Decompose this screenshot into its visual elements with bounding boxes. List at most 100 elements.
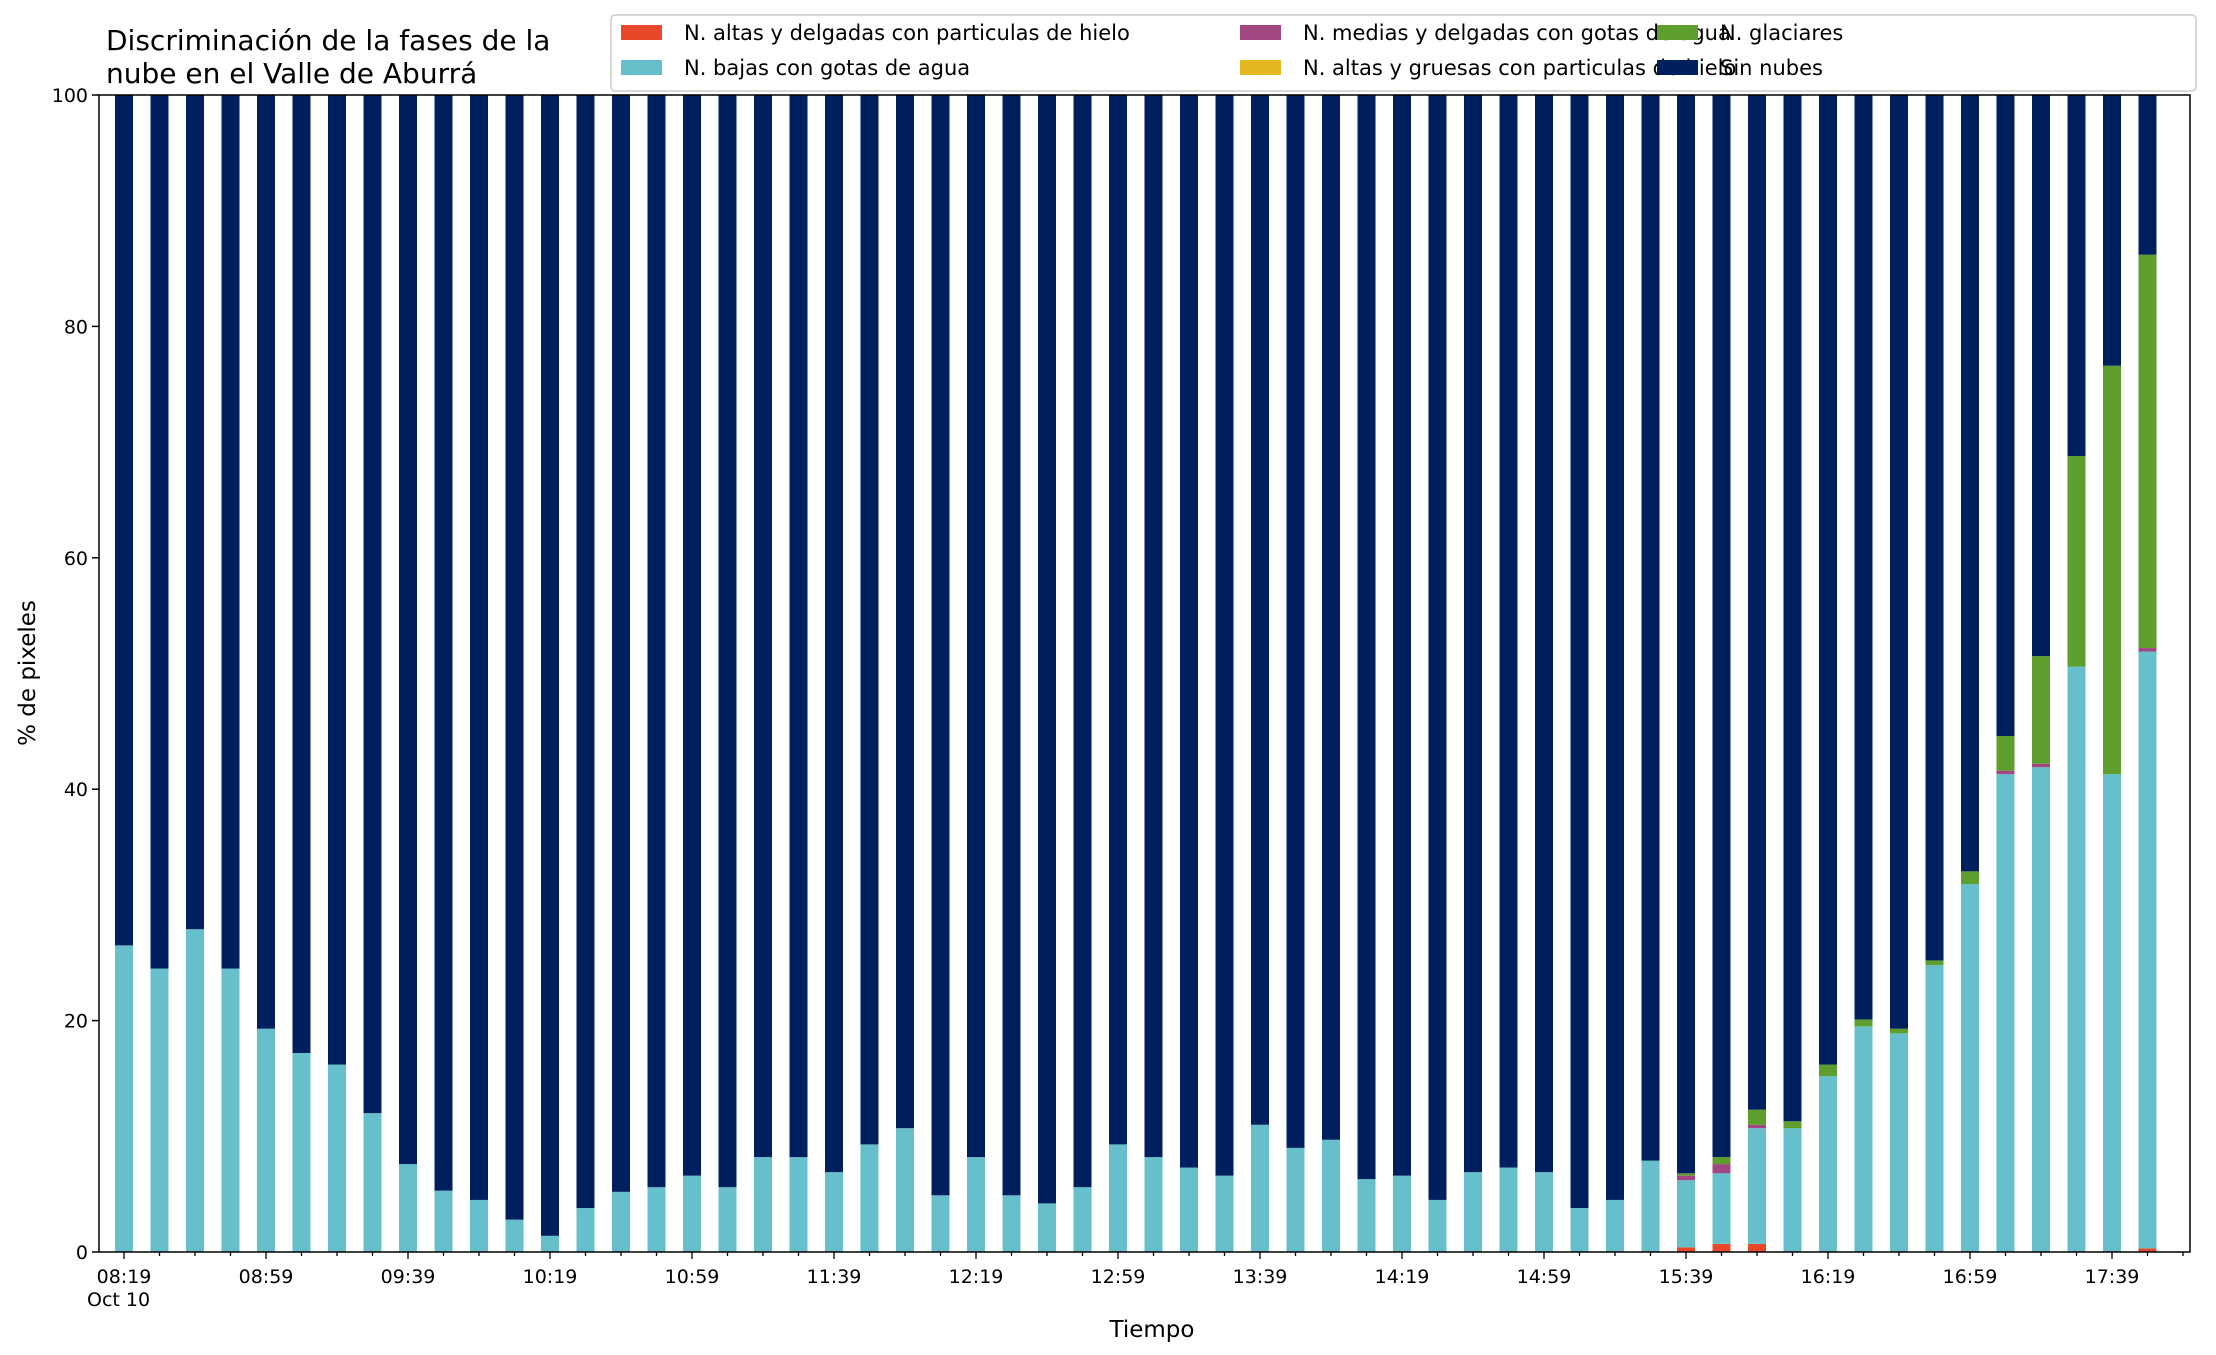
- bar-segment-11-s5: [505, 95, 524, 1220]
- bars-group: [115, 95, 2157, 1252]
- bar-segment-5-s5: [292, 95, 311, 1053]
- bar-segment-14-s1: [612, 1191, 630, 1252]
- bar-segment-11-s1: [505, 1219, 524, 1252]
- bar-segment-41-s1: [1570, 1208, 1589, 1252]
- bar-segment-42-s5: [1606, 95, 1624, 1200]
- x-date-label: Oct 10: [87, 1289, 150, 1311]
- bar-segment-3-s1: [221, 968, 240, 1252]
- bar-segment-0-s1: [115, 945, 133, 1252]
- x-tick-label-3: 10:19: [523, 1266, 578, 1288]
- bar-segment-40-s5: [1535, 95, 1553, 1173]
- bar-segment-19-s5: [789, 95, 808, 1158]
- bar-segment-44-s4: [1677, 1173, 1695, 1176]
- bar-segment-25-s5: [1002, 95, 1021, 1196]
- bar-segment-26-s1: [1038, 1203, 1056, 1252]
- bar-segment-34-s5: [1322, 95, 1340, 1140]
- bar-segment-18-s1: [754, 1157, 772, 1252]
- bar-segment-8-s5: [399, 95, 417, 1165]
- legend-box: [610, 14, 2197, 92]
- bar-segment-54-s4: [2032, 656, 2050, 764]
- bar-segment-49-s1: [1854, 1026, 1873, 1252]
- x-tick-label-7: 12:59: [1091, 1266, 1146, 1288]
- bar-segment-40-s1: [1535, 1172, 1553, 1252]
- bar-segment-39-s1: [1499, 1167, 1518, 1252]
- y-tick-label-5: 100: [52, 85, 88, 107]
- bar-segment-47-s5: [1783, 95, 1802, 1122]
- bar-segment-46-s4: [1748, 1109, 1766, 1125]
- bar-segment-57-s2: [2138, 648, 2157, 652]
- bar-segment-4-s5: [257, 95, 275, 1029]
- x-tick-label-11: 15:39: [1659, 1266, 1714, 1288]
- bar-segment-10-s5: [470, 95, 488, 1200]
- bar-segment-43-s1: [1641, 1160, 1660, 1252]
- legend: N. altas y delgadas con particulas de hi…: [610, 14, 2197, 92]
- bar-segment-55-s5: [2067, 95, 2086, 456]
- bar-segment-19-s1: [789, 1157, 808, 1252]
- bar-segment-41-s5: [1570, 95, 1589, 1209]
- bar-segment-50-s1: [1890, 1033, 1908, 1252]
- plot-frame: [98, 94, 2191, 1253]
- bar-segment-13-s5: [576, 95, 595, 1209]
- bar-segment-35-s1: [1357, 1179, 1376, 1252]
- bar-segment-39-s5: [1499, 95, 1518, 1168]
- x-axis-label: Tiempo: [1109, 1317, 1195, 1343]
- bar-segment-29-s1: [1144, 1157, 1163, 1252]
- bar-segment-52-s1: [1961, 884, 1979, 1252]
- bar-segment-48-s5: [1819, 95, 1837, 1065]
- bar-segment-27-s1: [1073, 1187, 1092, 1252]
- bar-segment-17-s1: [718, 1187, 737, 1252]
- bar-segment-44-s1: [1677, 1180, 1695, 1248]
- legend-swatch-3: [1240, 60, 1281, 75]
- bar-segment-53-s4: [1996, 735, 2015, 771]
- bar-segment-48-s1: [1819, 1076, 1837, 1252]
- bar-segment-50-s4: [1890, 1028, 1908, 1034]
- bar-segment-22-s5: [896, 95, 914, 1129]
- bar-segment-1-s1: [150, 968, 169, 1252]
- bar-segment-9-s1: [434, 1190, 453, 1252]
- bar-segment-51-s1: [1925, 965, 1944, 1252]
- bar-segment-49-s5: [1854, 95, 1873, 1020]
- legend-swatch-5: [1657, 60, 1698, 75]
- bar-segment-55-s4: [2067, 455, 2086, 667]
- bar-segment-2-s5: [186, 95, 204, 930]
- bar-segment-31-s1: [1215, 1175, 1234, 1252]
- bar-segment-35-s5: [1357, 95, 1376, 1180]
- bar-segment-53-s1: [1996, 774, 2015, 1252]
- bar-segment-46-s0: [1748, 1243, 1766, 1252]
- bar-segment-9-s5: [434, 95, 453, 1191]
- bar-segment-46-s1: [1748, 1128, 1766, 1244]
- bar-segment-6-s1: [328, 1064, 346, 1252]
- bar-segment-37-s1: [1428, 1199, 1447, 1252]
- bar-segment-5-s1: [292, 1053, 311, 1252]
- bar-segment-6-s5: [328, 95, 346, 1065]
- bar-segment-32-s1: [1251, 1124, 1269, 1252]
- bar-segment-23-s5: [931, 95, 950, 1196]
- legend-label-5: Sin nubes: [1720, 56, 1823, 80]
- bar-segment-7-s5: [363, 95, 382, 1114]
- legend-label-4: N. glaciares: [1720, 21, 1843, 45]
- bar-segment-12-s5: [541, 95, 559, 1236]
- x-tick-label-1: 08:59: [239, 1266, 294, 1288]
- bar-segment-8-s1: [399, 1164, 417, 1252]
- bar-segment-44-s5: [1677, 95, 1695, 1174]
- bar-segment-13-s1: [576, 1208, 595, 1252]
- legend-swatch-0: [621, 25, 662, 40]
- x-axis: Oct 10 08:19 08:59 09:39 10:19 10:59 11:39 12:…: [87, 1252, 2184, 1311]
- y-tick-label-2: 40: [64, 779, 88, 801]
- bar-segment-46-s5: [1748, 95, 1766, 1110]
- bar-segment-43-s5: [1641, 95, 1660, 1161]
- bar-segment-48-s4: [1819, 1064, 1837, 1077]
- x-tick-label-8: 13:39: [1233, 1266, 1288, 1288]
- bar-segment-50-s5: [1890, 95, 1908, 1029]
- bar-segment-47-s1: [1783, 1128, 1802, 1252]
- bar-segment-45-s0: [1712, 1243, 1731, 1252]
- bar-segment-57-s1: [2138, 651, 2157, 1249]
- bar-segment-52-s5: [1961, 95, 1979, 872]
- bar-segment-1-s5: [150, 95, 169, 969]
- bar-segment-36-s5: [1393, 95, 1411, 1176]
- legend-label-0: N. altas y delgadas con particulas de hi…: [684, 21, 1130, 45]
- bar-segment-30-s5: [1180, 95, 1198, 1168]
- bar-segment-17-s5: [718, 95, 737, 1188]
- chart-title-line-2: nube en el Valle de Aburrá: [106, 57, 477, 90]
- bar-segment-23-s1: [931, 1195, 950, 1252]
